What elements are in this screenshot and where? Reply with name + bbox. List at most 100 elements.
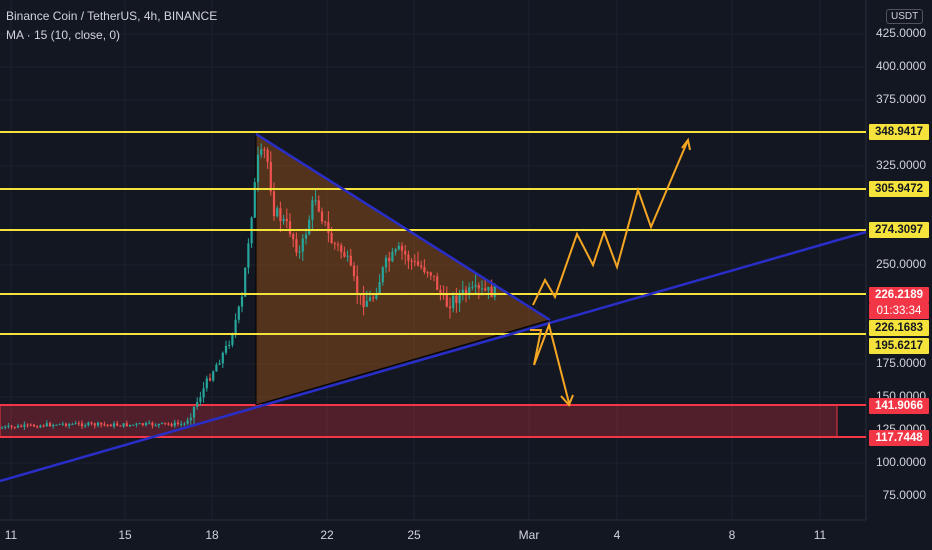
x-tick-label: 11 bbox=[813, 528, 827, 542]
candle-body bbox=[202, 388, 205, 398]
candle-body bbox=[304, 234, 308, 239]
candle-body bbox=[285, 218, 288, 222]
ma-indicator-legend[interactable]: MA · 15 (10, close, 0) bbox=[6, 28, 121, 42]
candle-body bbox=[432, 275, 436, 277]
descending-trendline[interactable] bbox=[255, 132, 551, 322]
candle-body bbox=[468, 287, 471, 296]
candle-body bbox=[400, 245, 404, 251]
bearish-projection-path[interactable] bbox=[530, 321, 570, 404]
symbol-title[interactable]: Binance Coin / TetherUS, 4h, BINANCE bbox=[6, 9, 218, 23]
candle-body bbox=[176, 422, 180, 425]
candle-body bbox=[295, 239, 298, 253]
candle-body bbox=[192, 406, 196, 418]
candle-body bbox=[301, 238, 304, 252]
bullish-arrowhead bbox=[681, 137, 691, 151]
candle-body bbox=[96, 422, 100, 426]
candle-body bbox=[16, 425, 20, 428]
candle-body bbox=[493, 285, 496, 298]
candle-body bbox=[330, 233, 333, 244]
candle-body bbox=[154, 425, 157, 427]
candle-body bbox=[311, 200, 314, 220]
candle-body bbox=[388, 257, 391, 262]
candle-body bbox=[413, 261, 416, 263]
candle-body bbox=[333, 243, 336, 245]
price-tag-support: 195.6217 bbox=[869, 338, 929, 354]
candle-body bbox=[439, 289, 442, 295]
candle-body bbox=[61, 423, 64, 425]
candle-body bbox=[218, 363, 221, 365]
candle-body bbox=[90, 422, 93, 424]
candle-body bbox=[404, 250, 407, 255]
candle-body bbox=[208, 378, 212, 381]
candle-body bbox=[26, 424, 29, 426]
candle-body bbox=[77, 423, 80, 425]
candle-body bbox=[103, 424, 106, 426]
candle-body bbox=[106, 424, 109, 426]
candle-body bbox=[4, 426, 7, 428]
candle-body bbox=[272, 191, 276, 217]
candle-body bbox=[346, 255, 349, 257]
candle-body bbox=[55, 424, 58, 426]
candle-body bbox=[384, 257, 388, 268]
candle-body bbox=[196, 401, 199, 407]
candle-body bbox=[45, 423, 48, 427]
candle-body bbox=[365, 300, 368, 307]
x-tick-label: 18 bbox=[205, 528, 219, 542]
y-tick-label: 250.0000 bbox=[875, 257, 926, 271]
current-price-tag: 226.2189 bbox=[869, 287, 929, 303]
candle-body bbox=[458, 294, 461, 304]
candle-body bbox=[276, 208, 279, 217]
y-tick-label: 375.0000 bbox=[875, 92, 926, 106]
y-tick-label: 100.0000 bbox=[875, 455, 926, 469]
candle-body bbox=[448, 306, 452, 309]
bearish-arrowhead bbox=[560, 394, 574, 407]
candle-body bbox=[343, 252, 346, 257]
ascending-trendline[interactable] bbox=[0, 230, 867, 483]
price-tag-level-2: 305.9472 bbox=[869, 181, 929, 197]
candle-body bbox=[487, 286, 490, 291]
candle-body bbox=[445, 294, 448, 307]
y-tick-label: 325.0000 bbox=[875, 158, 926, 172]
candle-body bbox=[253, 182, 256, 218]
candle-body bbox=[135, 423, 138, 425]
candle-body bbox=[205, 378, 208, 389]
candle-body bbox=[119, 425, 122, 427]
candle-body bbox=[48, 423, 52, 427]
candle-body bbox=[260, 149, 263, 155]
candle-body bbox=[263, 149, 266, 151]
candle-body bbox=[292, 234, 295, 240]
candle-body bbox=[356, 276, 359, 294]
candle-body bbox=[420, 265, 423, 268]
candle-body bbox=[247, 243, 250, 268]
candle-body bbox=[474, 285, 477, 287]
candle-body bbox=[109, 424, 112, 427]
x-tick-label: 4 bbox=[613, 528, 621, 542]
candle-body bbox=[180, 423, 183, 425]
candle-body bbox=[464, 289, 468, 296]
x-tick-label: 11 bbox=[4, 528, 18, 542]
demand-zone[interactable] bbox=[0, 404, 838, 438]
candle-body bbox=[112, 423, 116, 427]
candle-body bbox=[314, 200, 317, 202]
candle-body bbox=[282, 218, 285, 222]
candle-body bbox=[461, 289, 464, 295]
candle-body bbox=[132, 424, 135, 426]
candle-body bbox=[52, 424, 55, 427]
candle-body bbox=[148, 422, 151, 424]
currency-badge[interactable]: USDT bbox=[886, 9, 924, 24]
y-tick-label: 400.0000 bbox=[875, 59, 926, 73]
candle-body bbox=[74, 423, 77, 425]
price-tag-zone-top: 141.9066 bbox=[869, 398, 929, 414]
bullish-projection-path[interactable] bbox=[532, 139, 689, 306]
candle-body bbox=[237, 306, 240, 320]
candle-body bbox=[378, 282, 381, 295]
candle-body bbox=[87, 422, 90, 426]
candle-body bbox=[116, 423, 119, 426]
candle-body bbox=[221, 352, 224, 364]
candle-body bbox=[266, 149, 269, 162]
candle-body bbox=[164, 422, 167, 424]
candle-body bbox=[157, 423, 160, 426]
candle-body bbox=[375, 294, 378, 299]
candle-body bbox=[407, 254, 410, 261]
